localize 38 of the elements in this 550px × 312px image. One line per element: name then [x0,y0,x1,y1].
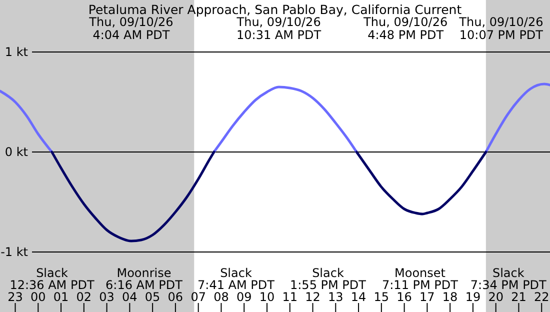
annotation: Thu, 09/10/26 4:04 AM PDT [88,15,174,42]
annotation: Moonset 7:11 PM PDT [382,266,459,292]
annotation: Slack 12:36 AM PDT [10,266,95,292]
x-tick-label: 08 [214,290,229,304]
annotation: Thu, 09/10/26 4:48 PM PDT [362,15,448,42]
annotation: Slack 7:41 AM PDT [198,266,276,292]
x-tick-label: 16 [396,290,412,304]
annotation: Slack 7:34 PM PDT [470,266,548,292]
x-tick-label: 10 [259,290,275,304]
x-tick-label: 20 [488,290,504,304]
x-tick-label: 00 [30,290,46,304]
x-tick-label: 19 [465,290,481,304]
x-tick-label: 13 [328,290,344,304]
x-tick-label: 14 [350,290,366,304]
x-tick-label: 05 [144,290,160,304]
x-tick-label: 03 [99,290,114,304]
annotation: Moonrise 6:16 AM PDT [106,266,184,292]
x-tick-label: 09 [236,290,252,304]
y-tick-label: -1 kt [0,245,28,259]
x-tick-label: 01 [53,290,69,304]
x-tick-label: 06 [168,290,184,304]
x-tick-label: 07 [190,290,206,304]
x-tick-label: 17 [420,290,435,304]
x-tick-label: 23 [8,290,23,304]
annotation: Slack 1:55 PM PDT [290,266,367,292]
x-tick-label: 15 [374,290,390,304]
annotation: Thu, 09/10/26 10:31 AM PDT [236,15,322,42]
x-tick-label: 21 [511,290,526,304]
x-tick-label: 12 [305,290,320,304]
y-tick-label: 1 kt [4,45,28,59]
x-tick-label: 11 [282,290,298,304]
x-tick-label: 22 [534,290,550,304]
x-tick-label: 04 [122,290,138,304]
x-tick-label: 18 [442,290,458,304]
y-tick-label: 0 kt [4,145,28,159]
annotation: Thu, 09/10/26 10:07 PM PDT [458,15,544,42]
x-tick-label: 02 [76,290,92,304]
chart-title: Petaluma River Approach, San Pablo Bay, California Current [88,2,462,17]
